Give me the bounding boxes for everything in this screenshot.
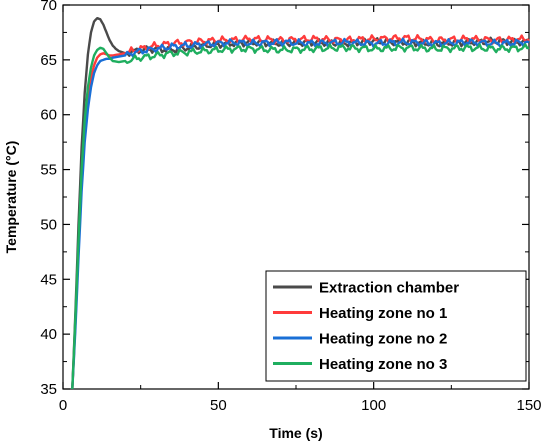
- x-axis-label: Time (s): [269, 425, 322, 441]
- y-tick-label: 55: [40, 162, 57, 179]
- legend-label-3: Heating zone no 2: [319, 331, 447, 348]
- legend-label-4: Heating zone no 3: [319, 356, 447, 373]
- y-tick-label: 35: [40, 381, 57, 398]
- y-tick-label: 50: [40, 216, 57, 233]
- x-tick-label: 100: [361, 397, 386, 414]
- series-line-2: [71, 34, 530, 390]
- series-line-3: [71, 37, 530, 390]
- x-tick-label: 150: [516, 397, 541, 414]
- series-layer: [71, 17, 530, 390]
- tick-layer: 0 50 100 150 35 40 45 50 55 60 65 70: [40, 0, 541, 414]
- y-axis-label: Temperature (°C): [3, 141, 19, 254]
- y-tick-label: 60: [40, 107, 57, 124]
- x-tick-label: 50: [210, 397, 227, 414]
- legend: Extraction chamber Heating zone no 1 Heati…: [265, 270, 527, 382]
- legend-label-1: Extraction chamber: [319, 280, 459, 297]
- series-line-4: [71, 43, 530, 390]
- y-tick-label: 45: [40, 271, 57, 288]
- y-tick-label: 40: [40, 326, 57, 343]
- x-tick-label: 0: [59, 397, 67, 414]
- y-tick-label: 70: [40, 0, 57, 14]
- legend-label-2: Heating zone no 1: [319, 305, 447, 322]
- y-tick-label: 65: [40, 52, 57, 69]
